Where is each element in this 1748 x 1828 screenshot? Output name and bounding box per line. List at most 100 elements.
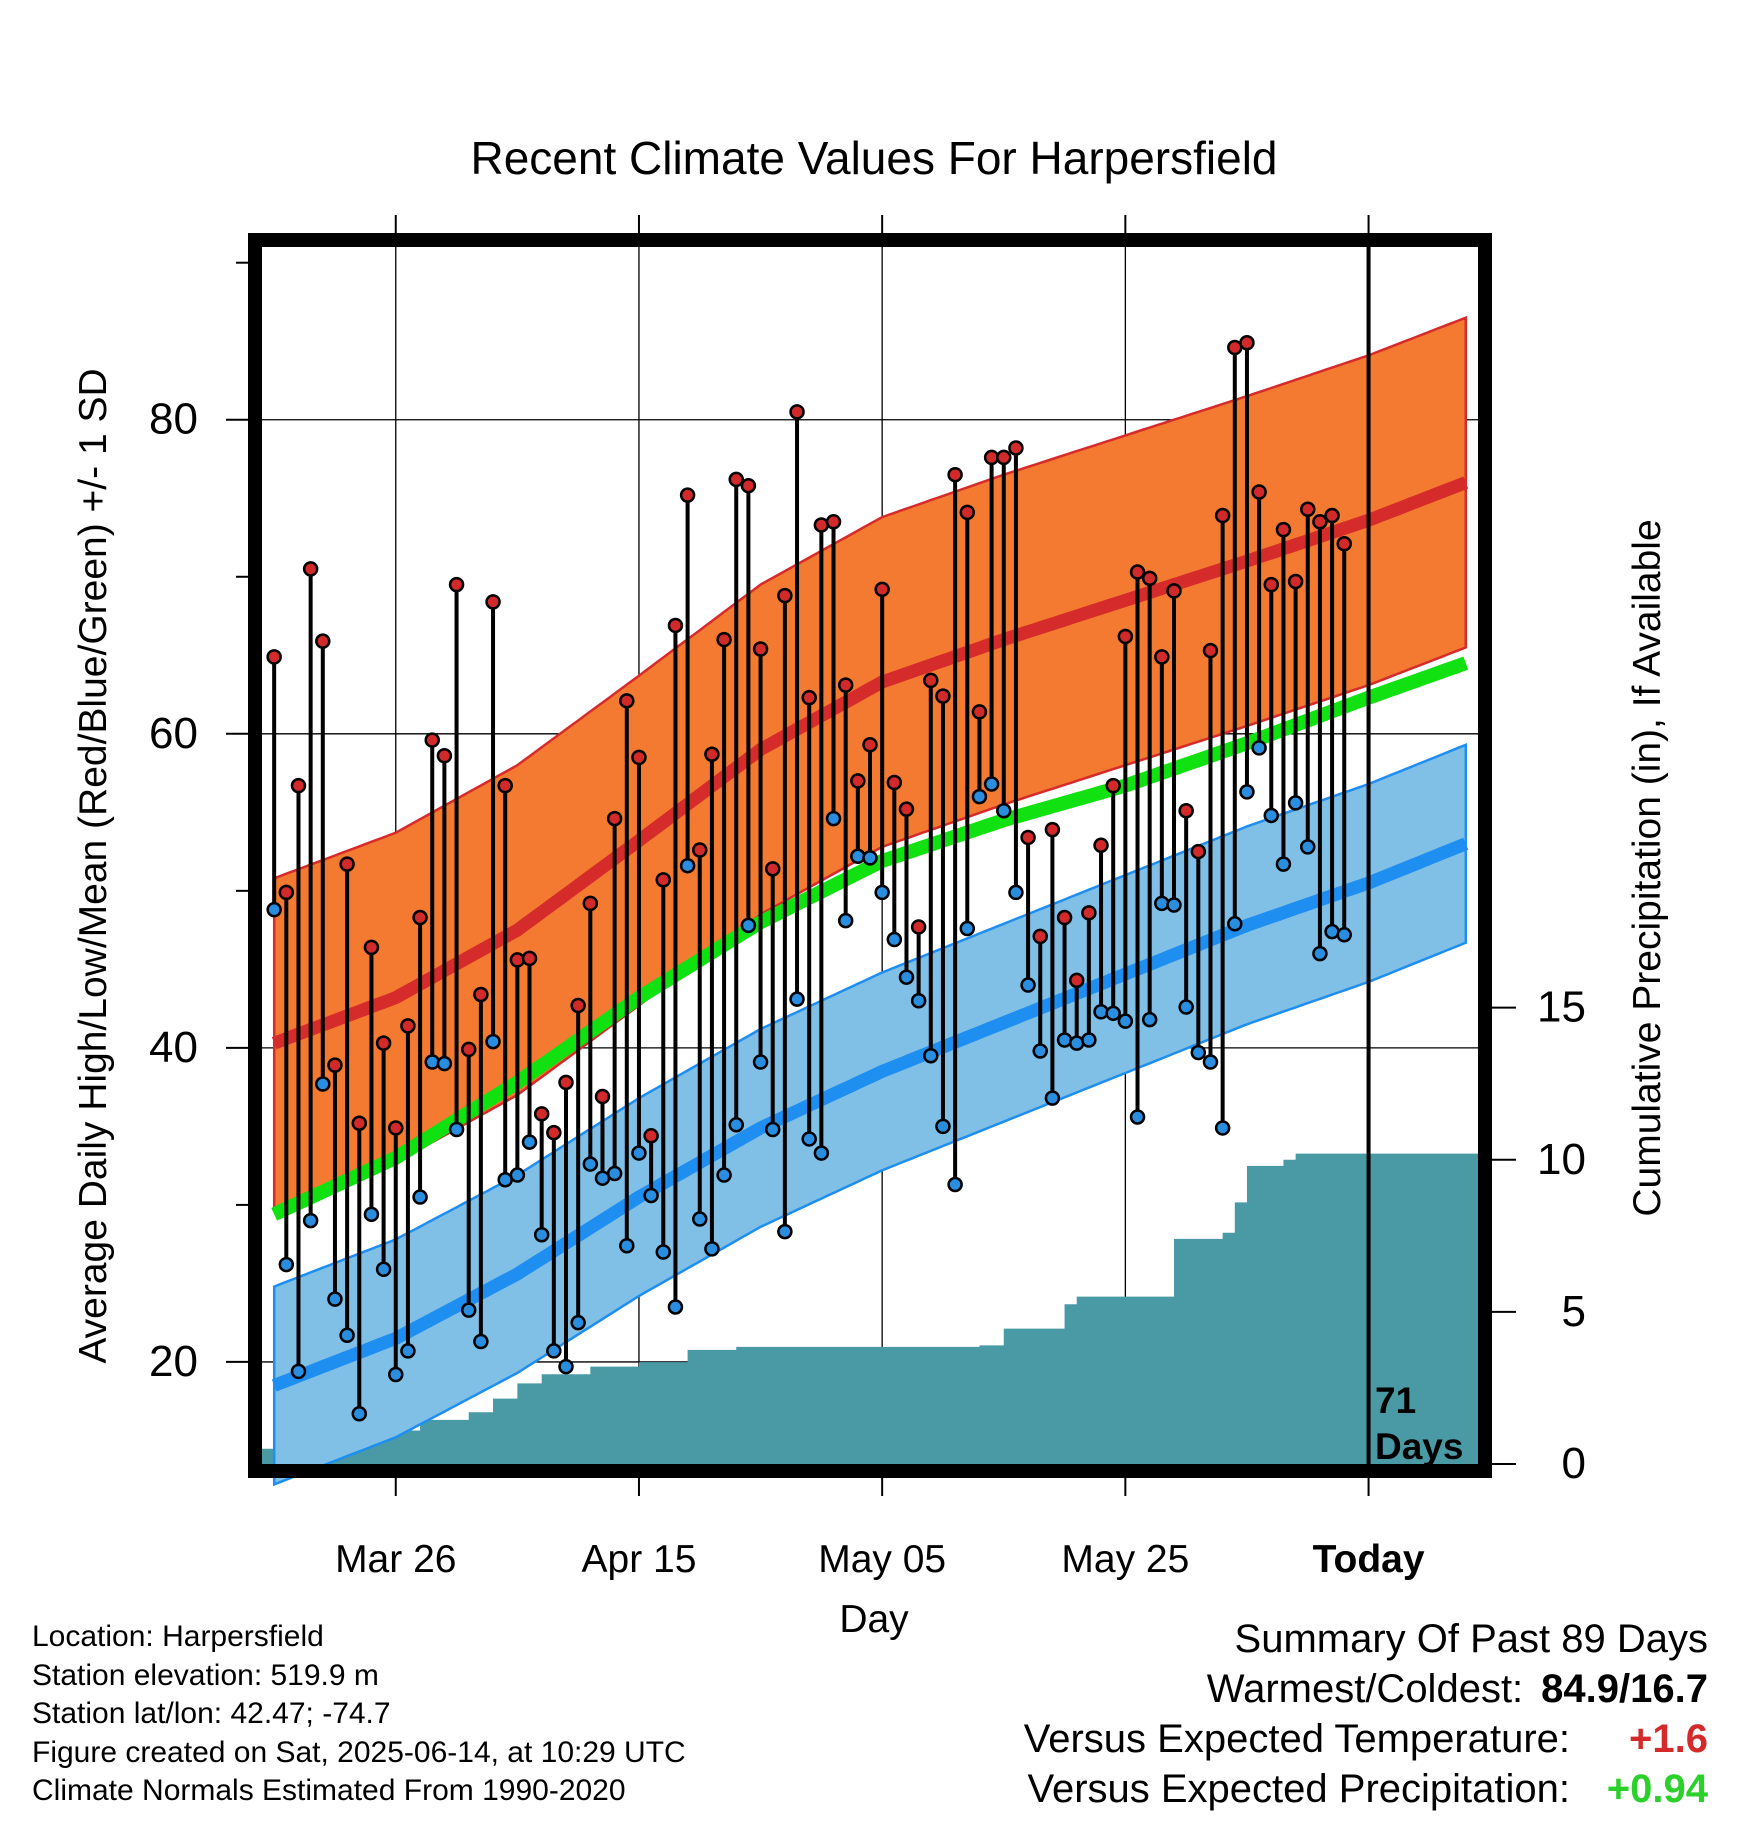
daily-low-point bbox=[704, 1241, 720, 1257]
daily-high-point bbox=[1032, 928, 1048, 945]
daily-low-point bbox=[521, 1134, 538, 1150]
y-tick-label-left: 80 bbox=[149, 395, 198, 444]
daily-low-point bbox=[558, 1358, 574, 1375]
daily-high-point bbox=[1056, 909, 1073, 926]
daily-low-point bbox=[1275, 856, 1292, 872]
daily-high-point bbox=[947, 466, 963, 483]
daily-low-point bbox=[813, 1145, 830, 1161]
daily-high-point bbox=[485, 594, 501, 610]
daily-high-point bbox=[412, 909, 428, 926]
daily-low-point bbox=[1263, 807, 1280, 824]
daily-low-point bbox=[1287, 795, 1304, 811]
daily-high-point bbox=[1263, 576, 1280, 593]
daily-low-point bbox=[910, 993, 927, 1009]
daily-high-point bbox=[606, 810, 623, 827]
daily-high-point bbox=[740, 477, 757, 494]
daily-low-point bbox=[509, 1167, 526, 1183]
daily-low-point bbox=[473, 1333, 489, 1350]
station-info: Location: Harpersfield Station elevation… bbox=[32, 1618, 686, 1811]
daily-high-point bbox=[327, 1057, 343, 1073]
daily-high-point bbox=[1044, 821, 1061, 838]
daily-low-point bbox=[375, 1261, 392, 1278]
daily-high-point bbox=[339, 856, 355, 872]
temperature-departure-value: +1.6 bbox=[1629, 1717, 1708, 1761]
temperature-departure-row: Versus Expected Temperature: +1.6 bbox=[1024, 1714, 1708, 1764]
daily-high-point bbox=[959, 504, 976, 521]
daily-low-point bbox=[655, 1244, 672, 1260]
daily-low-point bbox=[424, 1054, 440, 1070]
daily-high-point bbox=[533, 1106, 550, 1122]
daily-low-point bbox=[959, 920, 976, 937]
y-tick-label-left: 40 bbox=[149, 1023, 198, 1072]
daily-high-point bbox=[764, 861, 781, 877]
daily-high-point bbox=[679, 487, 696, 503]
daily-high-point bbox=[789, 404, 805, 420]
daily-low-point bbox=[278, 1256, 295, 1273]
plot-frame bbox=[248, 233, 1492, 1478]
daily-high-point bbox=[874, 581, 890, 598]
daily-high-point bbox=[704, 746, 720, 762]
daily-high-point bbox=[971, 704, 988, 720]
daily-high-point bbox=[315, 633, 331, 649]
daily-low-point bbox=[1117, 1013, 1134, 1029]
daily-low-point bbox=[862, 850, 878, 866]
daily-high-point bbox=[546, 1124, 562, 1141]
daily-high-point bbox=[752, 641, 769, 657]
daily-high-point bbox=[837, 677, 854, 693]
temperature-departure-label: Versus Expected Temperature: bbox=[1023, 1717, 1570, 1761]
daily-high-point bbox=[643, 1128, 659, 1144]
daily-high-point bbox=[898, 801, 915, 817]
days-count-label: 71 bbox=[1375, 1380, 1416, 1421]
warmest-coldest-row: Warmest/Coldest: 84.9/16.7 bbox=[1024, 1664, 1708, 1714]
daily-high-point bbox=[825, 514, 842, 530]
daily-low-point bbox=[801, 1131, 817, 1147]
daily-low-point bbox=[728, 1117, 744, 1133]
daily-low-point bbox=[1008, 884, 1024, 901]
daily-low-point bbox=[436, 1055, 453, 1072]
daily-low-point bbox=[1190, 1044, 1207, 1061]
daily-high-point bbox=[777, 587, 793, 604]
daily-high-point bbox=[716, 631, 732, 648]
daily-high-point bbox=[1154, 649, 1170, 665]
precipitation-departure-value: +0.94 bbox=[1606, 1767, 1708, 1811]
daily-high-point bbox=[1020, 829, 1036, 846]
y-tick-label-right: 15 bbox=[1537, 983, 1586, 1032]
x-axis-label: Day bbox=[839, 1598, 909, 1641]
daily-low-point bbox=[777, 1223, 793, 1240]
low-sd-band bbox=[272, 742, 1468, 1487]
location-text: Location: Harpersfield bbox=[32, 1620, 324, 1653]
summary-heading: Summary Of Past 89 Days bbox=[1234, 1617, 1708, 1661]
daily-low-point bbox=[448, 1121, 465, 1138]
daily-low-point bbox=[1336, 927, 1352, 943]
precipitation-departure-label: Versus Expected Precipitation: bbox=[1027, 1767, 1570, 1811]
daily-low-point bbox=[874, 884, 890, 901]
daily-low-point bbox=[837, 912, 854, 929]
daily-high-point bbox=[363, 939, 380, 956]
x-tick-label: Apr 15 bbox=[582, 1538, 697, 1581]
daily-high-point bbox=[302, 561, 319, 577]
daily-high-point bbox=[400, 1018, 416, 1034]
daily-high-point bbox=[1336, 536, 1352, 552]
daily-low-point bbox=[1166, 897, 1182, 913]
y-axis-label-left: Average Daily High/Low/Mean (Red/Blue/Gr… bbox=[72, 368, 115, 1363]
daily-high-point bbox=[1105, 777, 1121, 794]
daily-low-point bbox=[996, 802, 1012, 819]
latlon-text: Station lat/lon: 42.47; -74.7 bbox=[32, 1697, 391, 1730]
daily-low-point bbox=[412, 1189, 428, 1205]
daily-low-point bbox=[460, 1302, 477, 1318]
daily-low-point bbox=[1044, 1090, 1061, 1106]
daily-low-point bbox=[752, 1054, 769, 1070]
daily-high-point bbox=[570, 997, 586, 1014]
daily-low-point bbox=[1239, 784, 1255, 800]
daily-high-point bbox=[1141, 570, 1158, 587]
chart-title: Recent Climate Values For Harpersfield bbox=[470, 132, 1277, 184]
daily-low-point bbox=[983, 776, 1000, 792]
daily-high-point bbox=[473, 986, 489, 1003]
daily-high-point bbox=[1275, 521, 1292, 538]
daily-high-point bbox=[1081, 905, 1097, 921]
daily-high-point bbox=[1214, 507, 1231, 524]
normals-text: Climate Normals Estimated From 1990-2020 bbox=[32, 1774, 626, 1807]
daily-high-point bbox=[558, 1074, 574, 1091]
daily-high-point bbox=[1178, 802, 1194, 819]
